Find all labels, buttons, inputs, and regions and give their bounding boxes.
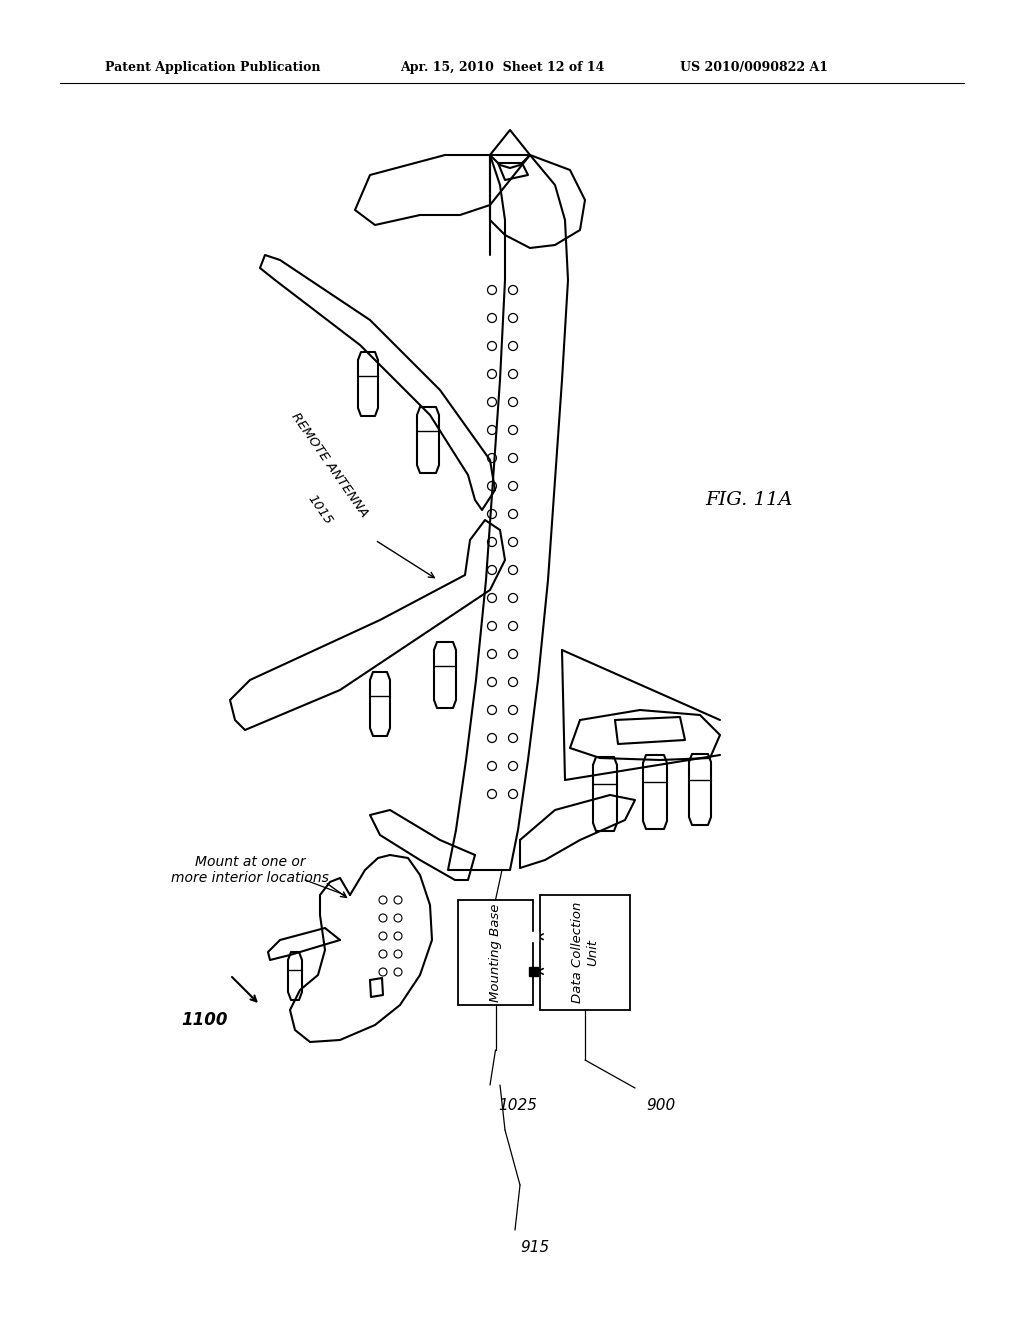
Polygon shape [417,407,439,473]
Polygon shape [230,520,505,730]
Text: REMOTE ANTENNA: REMOTE ANTENNA [289,411,371,520]
Polygon shape [615,717,685,744]
Polygon shape [370,978,383,997]
Text: FIG. 11A: FIG. 11A [705,491,793,510]
Text: 1025: 1025 [498,1098,537,1113]
Text: 1100: 1100 [181,1011,228,1030]
Text: 915: 915 [520,1239,549,1255]
Bar [540,895,630,1010]
Polygon shape [689,754,711,825]
Polygon shape [570,710,720,760]
Bar [528,932,538,941]
Text: US 2010/0090822 A1: US 2010/0090822 A1 [680,61,828,74]
Polygon shape [370,810,475,880]
Polygon shape [288,952,302,1001]
Polygon shape [290,855,432,1041]
Text: Patent Application Publication: Patent Application Publication [105,61,321,74]
Polygon shape [434,642,456,708]
Text: 1015: 1015 [305,492,335,528]
Bar [528,966,538,975]
Polygon shape [449,154,568,870]
Polygon shape [498,162,528,180]
Polygon shape [643,755,667,829]
Text: 900: 900 [646,1098,675,1113]
Text: Data Collection
Unit: Data Collection Unit [571,902,599,1003]
Polygon shape [358,352,378,416]
Text: Mount at one or
more interior locations: Mount at one or more interior locations [171,855,329,886]
Polygon shape [593,756,617,832]
Text: Apr. 15, 2010  Sheet 12 of 14: Apr. 15, 2010 Sheet 12 of 14 [400,61,604,74]
Polygon shape [268,928,340,960]
Polygon shape [355,154,490,224]
Polygon shape [490,154,585,248]
Text: Mounting Base: Mounting Base [489,903,502,1002]
Polygon shape [370,672,390,737]
Polygon shape [490,129,530,168]
Bar [458,900,534,1005]
Polygon shape [260,255,495,510]
Polygon shape [520,795,635,869]
